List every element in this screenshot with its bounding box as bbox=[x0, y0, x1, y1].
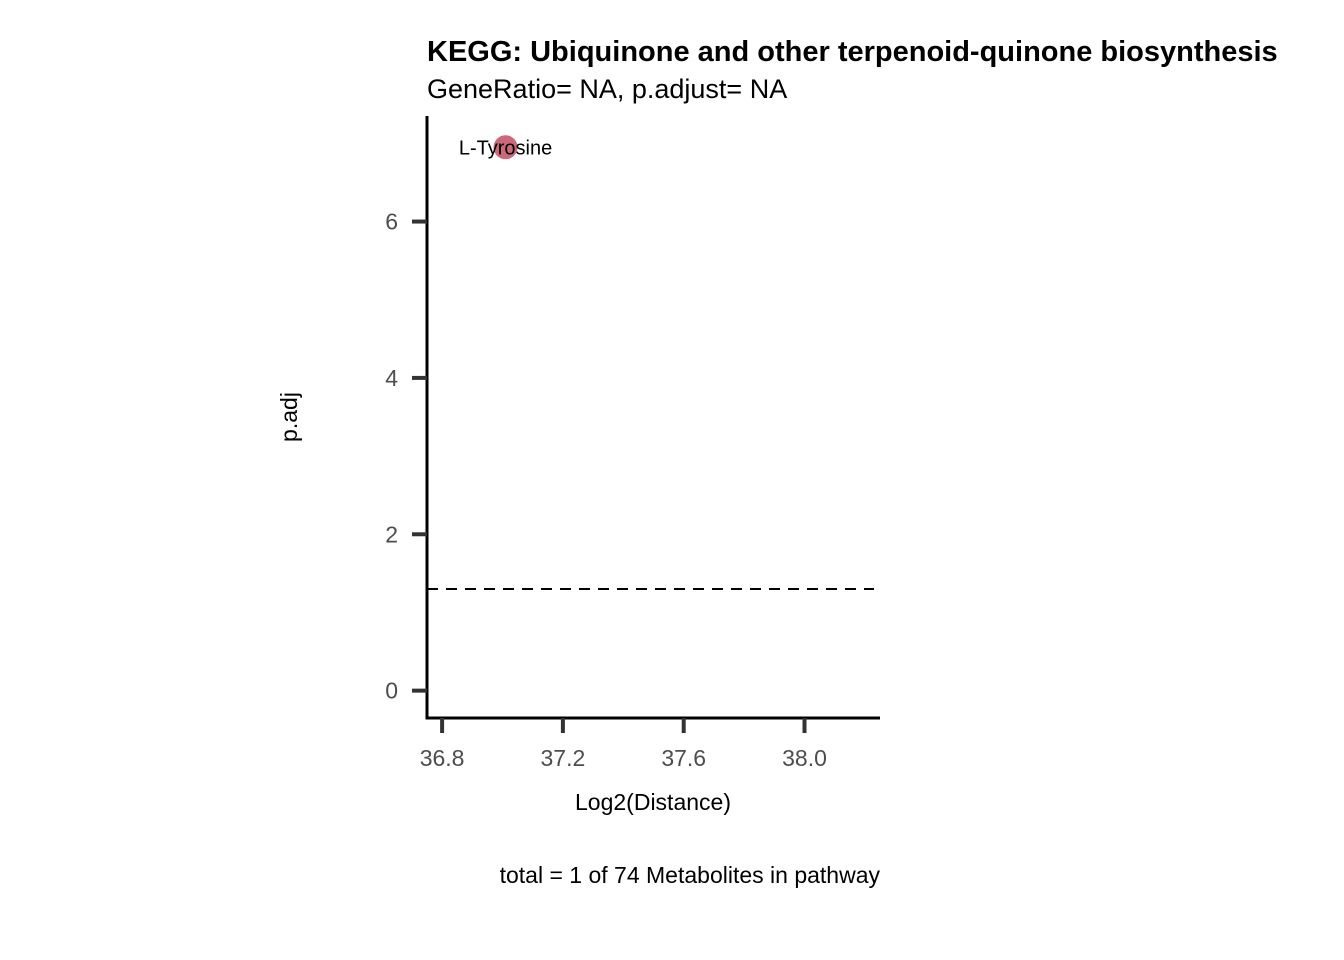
y-tick-label: 0 bbox=[385, 678, 398, 704]
x-axis-title: Log2(Distance) bbox=[575, 789, 731, 815]
data-point-label: L-Tyrosine bbox=[459, 137, 552, 159]
y-tick-label: 4 bbox=[385, 365, 398, 391]
plot-area: 0 2 4 6 36.8 37.2 37.6 38.0 L-Tyrosine bbox=[385, 116, 880, 771]
data-point bbox=[493, 135, 518, 160]
chart-title: KEGG: Ubiquinone and other terpenoid-qui… bbox=[427, 36, 1278, 68]
chart-subtitle: GeneRatio= NA, p.adjust= NA bbox=[427, 74, 787, 104]
chart-caption: total = 1 of 74 Metabolites in pathway bbox=[500, 862, 881, 888]
y-axis-title: p.adj bbox=[276, 392, 302, 442]
x-tick-label: 38.0 bbox=[782, 745, 827, 771]
y-tick-label: 2 bbox=[385, 521, 398, 547]
x-tick-label: 37.6 bbox=[661, 745, 706, 771]
y-tick-label: 6 bbox=[385, 209, 398, 235]
x-tick-label: 36.8 bbox=[420, 745, 465, 771]
x-tick-label: 37.2 bbox=[541, 745, 586, 771]
